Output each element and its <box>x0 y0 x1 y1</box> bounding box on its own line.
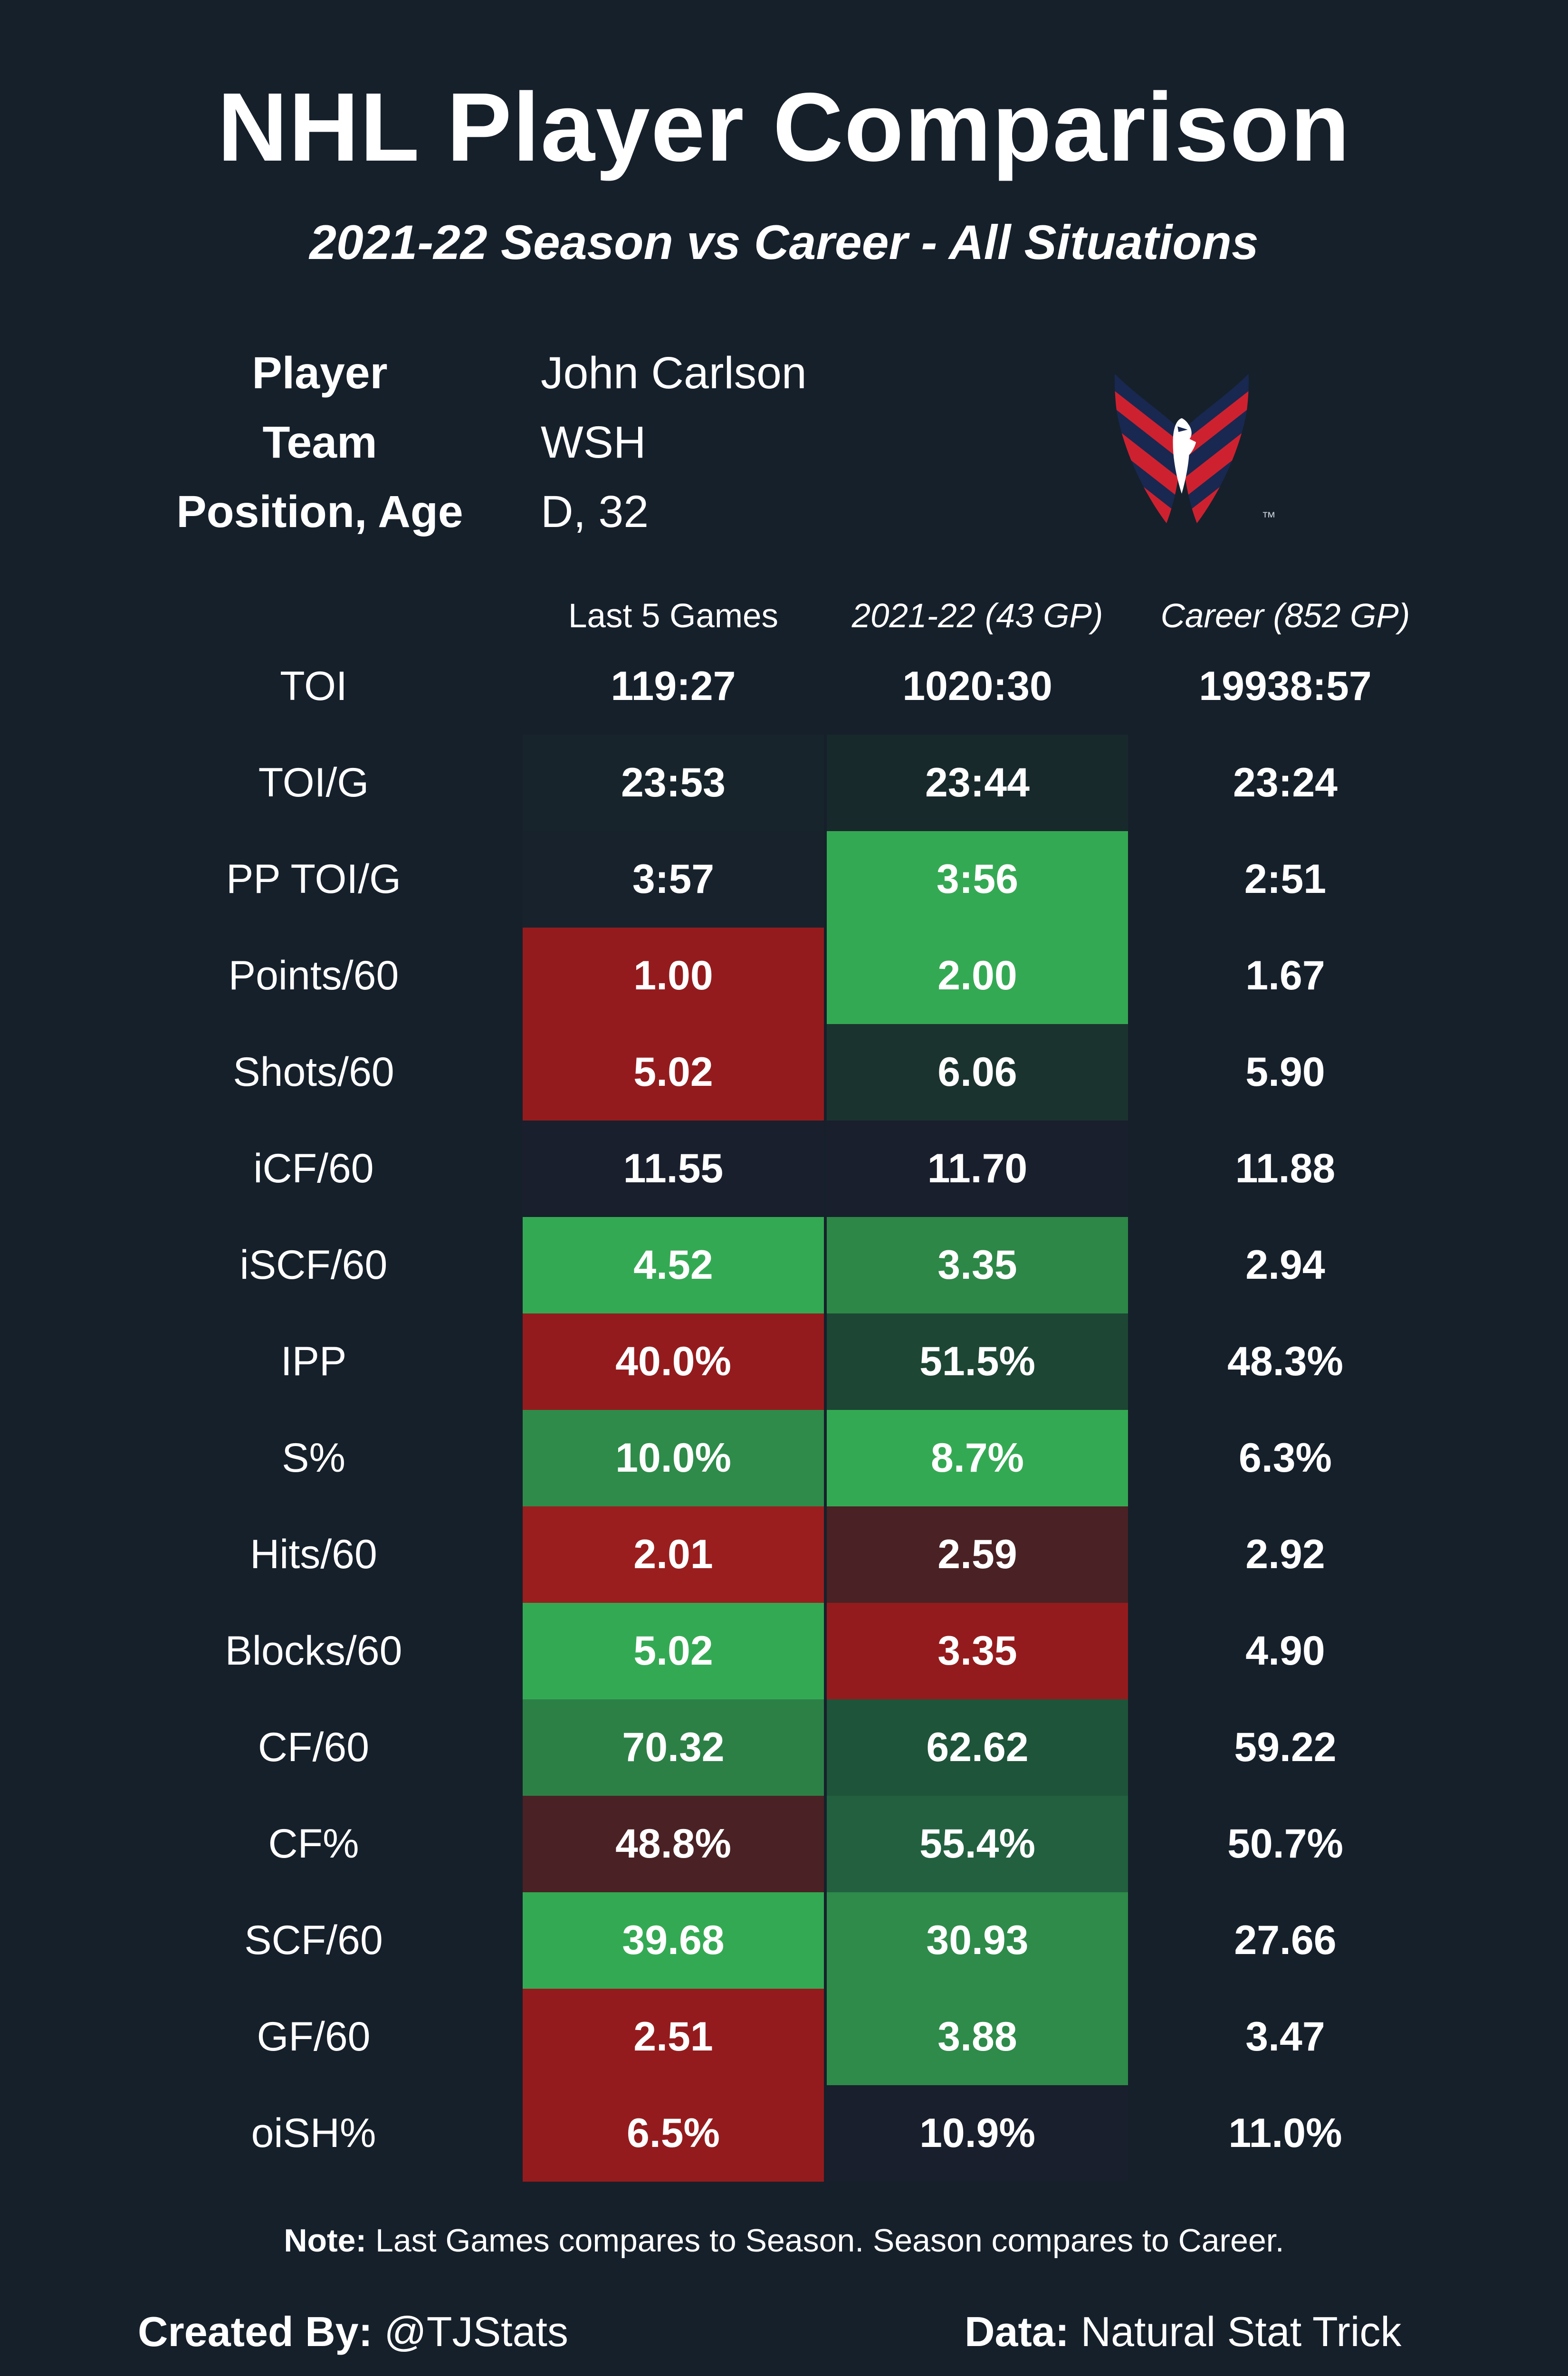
position-age-value: D, 32 <box>541 486 649 537</box>
team-row: Team WSH <box>105 408 807 477</box>
stat-row-label: Blocks/60 <box>225 1628 402 1674</box>
stat-cell-season: 3.35 <box>827 1603 1128 1699</box>
stat-cell-season: 30.93 <box>827 1892 1128 1989</box>
stat-row-label: oiSH% <box>251 2110 376 2156</box>
data-source-label: Data: <box>965 2308 1070 2355</box>
stat-row-label: IPP <box>280 1339 347 1384</box>
stat-cell-last5: 40.0% <box>523 1313 824 1410</box>
footer-data-source: Data: Natural Stat Trick <box>965 2308 1401 2356</box>
stat-cell-last5: 39.68 <box>523 1892 824 1989</box>
stat-row-label: SCF/60 <box>244 1917 383 1963</box>
stat-row-label: TOI <box>280 663 347 709</box>
column-header-season: 2021-22 (43 GP) <box>851 597 1103 635</box>
stat-row-label: Shots/60 <box>233 1049 394 1095</box>
stat-cell-last5: 5.02 <box>523 1024 824 1121</box>
stat-cell-last5: 2.01 <box>523 1506 824 1603</box>
stat-cell-last5: 2.51 <box>523 1989 824 2085</box>
stat-cell-career: 23:24 <box>1233 760 1338 805</box>
stat-row-label: iSCF/60 <box>239 1242 388 1288</box>
stat-row-label: CF% <box>268 1821 359 1867</box>
stat-cell-season: 2.59 <box>827 1506 1128 1603</box>
stat-row-label: iCF/60 <box>253 1146 374 1191</box>
team-logo-capitals-icon <box>1106 369 1258 526</box>
stat-cell-last5: 119:27 <box>611 663 736 709</box>
header-corner-spacer <box>105 594 523 638</box>
stat-cell-last5: 5.02 <box>523 1603 824 1699</box>
player-row: Player John Carlson <box>105 338 807 408</box>
page-subtitle: 2021-22 Season vs Career - All Situation… <box>309 215 1259 269</box>
page-title: NHL Player Comparison <box>217 73 1351 182</box>
player-info: Player John Carlson Team WSH Position, A… <box>105 338 807 546</box>
footer-created-by: Created By: @TJStats <box>138 2308 568 2356</box>
stat-row-label: Hits/60 <box>250 1532 377 1577</box>
stat-cell-career: 19938:57 <box>1199 663 1372 709</box>
data-source-value: Natural Stat Trick <box>1069 2308 1402 2355</box>
stat-cell-career: 11.0% <box>1228 2110 1342 2156</box>
trademark-symbol: ™ <box>1262 509 1276 525</box>
position-age-label: Position, Age <box>176 486 463 537</box>
stat-row-label: GF/60 <box>257 2014 371 2060</box>
team-name: WSH <box>541 417 646 468</box>
stats-table: Last 5 Games 2021-22 (43 GP) Career (852… <box>105 594 1443 2182</box>
stat-cell-season: 11.70 <box>827 1121 1128 1217</box>
stat-row-label: S% <box>282 1435 345 1481</box>
note-text: Last Games compares to Season. Season co… <box>366 2223 1284 2259</box>
player-label: Player <box>252 347 388 398</box>
stat-cell-last5: 4.52 <box>523 1217 824 1313</box>
stat-cell-career: 48.3% <box>1227 1339 1343 1384</box>
stat-cell-career: 5.90 <box>1245 1049 1325 1095</box>
stat-cell-last5: 23:53 <box>523 735 824 831</box>
column-header-career: Career (852 GP) <box>1160 597 1410 635</box>
stat-cell-last5: 11.55 <box>523 1121 824 1217</box>
stat-cell-career: 2:51 <box>1244 856 1327 902</box>
stat-cell-last5: 1.00 <box>523 928 824 1024</box>
stat-row-label: TOI/G <box>258 760 369 805</box>
stat-cell-last5: 6.5% <box>523 2085 824 2182</box>
stat-cell-season: 3:56 <box>827 831 1128 928</box>
stat-cell-season: 51.5% <box>827 1313 1128 1410</box>
stat-row-label: PP TOI/G <box>226 856 402 902</box>
note-prefix: Note: <box>284 2223 367 2259</box>
eagle-head-icon <box>1173 418 1196 494</box>
stat-cell-career: 2.94 <box>1245 1242 1325 1288</box>
stat-cell-career: 11.88 <box>1235 1146 1336 1191</box>
stat-cell-last5: 70.32 <box>523 1699 824 1796</box>
stat-cell-last5: 3:57 <box>523 831 824 928</box>
created-by-value: @TJStats <box>372 2308 569 2355</box>
stat-row-label: CF/60 <box>258 1725 370 1770</box>
column-header-last5: Last 5 Games <box>568 597 778 635</box>
stat-cell-career: 27.66 <box>1234 1917 1337 1963</box>
stat-cell-career: 4.90 <box>1245 1628 1325 1674</box>
stat-cell-last5: 10.0% <box>523 1410 824 1506</box>
created-by-label: Created By: <box>138 2308 373 2355</box>
stat-cell-season: 23:44 <box>827 735 1128 831</box>
stat-cell-career: 6.3% <box>1238 1435 1332 1481</box>
stat-cell-career: 3.47 <box>1245 2014 1325 2060</box>
stat-cell-season: 3.35 <box>827 1217 1128 1313</box>
player-name: John Carlson <box>541 347 807 398</box>
stat-cell-career: 2.92 <box>1245 1532 1325 1577</box>
stat-row-label: Points/60 <box>228 953 399 998</box>
note: Note: Last Games compares to Season. Sea… <box>0 2222 1568 2259</box>
position-age-row: Position, Age D, 32 <box>105 477 807 546</box>
team-label: Team <box>262 417 377 468</box>
stat-cell-season: 3.88 <box>827 1989 1128 2085</box>
stat-cell-season: 8.7% <box>827 1410 1128 1506</box>
stat-cell-season: 6.06 <box>827 1024 1128 1121</box>
stat-cell-last5: 48.8% <box>523 1796 824 1892</box>
stat-cell-career: 1.67 <box>1245 953 1325 998</box>
stat-cell-season: 62.62 <box>827 1699 1128 1796</box>
stat-cell-season: 10.9% <box>827 2085 1128 2182</box>
stat-cell-season: 2.00 <box>827 928 1128 1024</box>
stat-cell-career: 50.7% <box>1227 1821 1343 1867</box>
stat-cell-season: 1020:30 <box>902 663 1052 709</box>
stat-cell-season: 55.4% <box>827 1796 1128 1892</box>
stat-cell-career: 59.22 <box>1234 1725 1337 1770</box>
